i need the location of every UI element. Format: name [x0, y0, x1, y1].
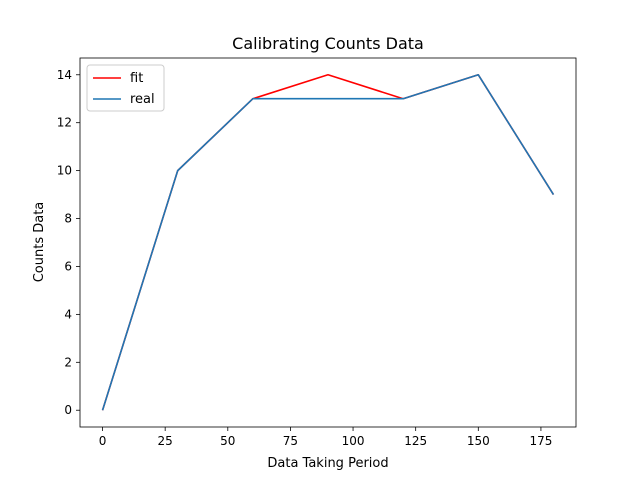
- plot-area: 0 25 50 75 100 125 150 175 0 2 4 6 8 10 12 14 fit real: [57, 57, 577, 448]
- y-tick-label: 14: [57, 68, 72, 82]
- legend-label-fit: fit: [130, 71, 143, 86]
- y-tick-label: 12: [57, 116, 72, 130]
- y-axis-label: Counts Data: [32, 202, 47, 283]
- chart-title: Calibrating Counts Data: [232, 34, 424, 53]
- legend-label-real: real: [130, 92, 155, 107]
- x-tick-label: 75: [283, 434, 298, 448]
- y-tick-label: 0: [64, 403, 72, 417]
- series-line-real: [101, 73, 555, 411]
- y-tick-label: 10: [57, 164, 72, 178]
- y-tick-label: 4: [64, 307, 72, 321]
- x-tick-label: 175: [529, 434, 552, 448]
- x-tick-label: 25: [158, 434, 173, 448]
- x-tick-label: 125: [404, 434, 427, 448]
- axes-frame: [79, 57, 577, 428]
- x-tick-label: 100: [342, 434, 365, 448]
- y-tick-label: 8: [64, 212, 72, 226]
- y-tick-label: 2: [64, 355, 72, 369]
- y-tick-label: 6: [64, 259, 72, 273]
- x-axis-label: Data Taking Period: [267, 456, 388, 471]
- x-tick-label: 150: [467, 434, 490, 448]
- x-tick-label: 0: [99, 434, 107, 448]
- x-tick-label: 50: [220, 434, 235, 448]
